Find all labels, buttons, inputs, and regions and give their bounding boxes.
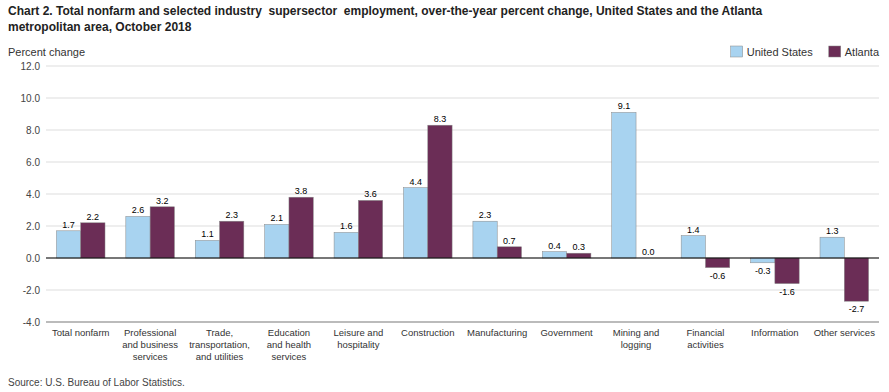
data-label: 0.0 bbox=[642, 247, 655, 257]
data-label: 2.3 bbox=[225, 210, 238, 220]
bar bbox=[81, 223, 105, 258]
y-tick-label: 6.0 bbox=[26, 157, 40, 168]
grid-line bbox=[46, 130, 879, 131]
data-label: -0.6 bbox=[710, 271, 726, 281]
data-label: 2.2 bbox=[87, 212, 100, 222]
bar bbox=[751, 258, 775, 263]
legend-swatch bbox=[731, 46, 743, 57]
bar bbox=[56, 231, 80, 258]
x-tick-label: Total nonfarm bbox=[52, 327, 110, 338]
y-tick-label: -2.0 bbox=[23, 285, 41, 296]
data-label: 3.6 bbox=[364, 189, 377, 199]
y-tick-label: 12.0 bbox=[21, 61, 41, 72]
data-label: 9.1 bbox=[618, 101, 631, 111]
bar bbox=[497, 247, 521, 258]
x-tick-label: Financialactivities bbox=[686, 327, 724, 350]
bar bbox=[195, 240, 219, 258]
data-label: 0.3 bbox=[573, 242, 586, 252]
grid-line bbox=[46, 98, 879, 99]
grid-line bbox=[46, 290, 879, 291]
data-label: 2.1 bbox=[271, 213, 284, 223]
data-label: -2.7 bbox=[849, 304, 865, 314]
bars bbox=[56, 112, 868, 301]
data-labels: 1.7 2.6 1.1 2.1 1.6 4.4 2.3 0.4 9.1 1.4 -0.3 1.3 2.2… bbox=[62, 101, 864, 314]
data-label: 0.7 bbox=[503, 236, 516, 246]
bar bbox=[126, 216, 150, 258]
source: Source: U.S. Bureau of Labor Statistics. bbox=[8, 377, 185, 388]
data-label: 3.2 bbox=[156, 196, 169, 206]
x-tick-label: Construction bbox=[401, 327, 454, 338]
bar bbox=[567, 253, 591, 258]
data-label: 2.6 bbox=[132, 205, 145, 215]
bar bbox=[542, 252, 566, 258]
y-tick-label: -4.0 bbox=[23, 317, 41, 328]
bar bbox=[844, 258, 868, 301]
x-tick-label: Educationand healthservices bbox=[267, 327, 311, 362]
grid-line bbox=[46, 162, 879, 163]
bar bbox=[820, 237, 844, 258]
x-axis-line bbox=[46, 322, 879, 323]
legend: United States Atlanta bbox=[731, 46, 880, 58]
legend-swatch bbox=[829, 46, 841, 57]
data-label: 3.8 bbox=[295, 186, 308, 196]
title: Chart 2. Total nonfarm and selected indu… bbox=[8, 4, 762, 18]
data-label: -1.6 bbox=[779, 287, 795, 297]
data-label: 1.4 bbox=[687, 225, 700, 235]
y-tick-label: 8.0 bbox=[26, 125, 40, 136]
bar bbox=[358, 200, 382, 258]
title: metropolitan area, October 2018 bbox=[8, 20, 192, 34]
data-label: 1.1 bbox=[201, 229, 214, 239]
data-label: 8.3 bbox=[434, 114, 447, 124]
chart: Chart 2. Total nonfarm and selected indu… bbox=[0, 0, 889, 392]
y-tick-label: 4.0 bbox=[26, 189, 40, 200]
grid-line bbox=[46, 194, 879, 195]
grid-line bbox=[46, 322, 879, 323]
x-tick-label: Mining andlogging bbox=[613, 327, 659, 350]
bar bbox=[473, 221, 497, 258]
bar bbox=[775, 258, 799, 284]
x-tick-label: Professionaland businessservices bbox=[122, 327, 178, 362]
data-label: 4.4 bbox=[409, 177, 422, 187]
y-axis-label: Percent change bbox=[8, 46, 85, 58]
bar bbox=[612, 112, 636, 258]
legend-entry: United States bbox=[747, 46, 814, 58]
bar bbox=[681, 236, 705, 258]
bar bbox=[220, 221, 244, 258]
data-label: 1.7 bbox=[62, 220, 75, 230]
data-label: 1.3 bbox=[826, 226, 839, 236]
grid bbox=[46, 66, 879, 322]
grid-line bbox=[46, 66, 879, 67]
x-tick-label: Manufacturing bbox=[467, 327, 527, 338]
grid-line bbox=[46, 258, 879, 259]
data-label: 1.6 bbox=[340, 221, 353, 231]
x-tick-label: Information bbox=[751, 327, 799, 338]
bar bbox=[289, 197, 313, 258]
x-tick-label: Trade,transportation,and utilities bbox=[189, 327, 250, 362]
bar bbox=[428, 125, 452, 258]
bar bbox=[150, 207, 174, 258]
x-tick-label: Government bbox=[540, 327, 593, 338]
bar bbox=[403, 188, 427, 258]
bar bbox=[334, 232, 358, 258]
bar bbox=[705, 258, 729, 268]
legend-entry: Atlanta bbox=[845, 46, 880, 58]
bar bbox=[265, 224, 289, 258]
y-tick-label: 10.0 bbox=[21, 93, 41, 104]
data-label: 2.3 bbox=[479, 210, 492, 220]
x-tick-label: Leisure andhospitality bbox=[334, 327, 384, 350]
x-tick-label: Other services bbox=[814, 327, 875, 338]
y-tick-label: 0.0 bbox=[26, 253, 40, 264]
data-label: -0.3 bbox=[755, 266, 771, 276]
zero-line bbox=[46, 258, 879, 259]
data-label: 0.4 bbox=[548, 241, 561, 251]
y-tick-label: 2.0 bbox=[26, 221, 40, 232]
